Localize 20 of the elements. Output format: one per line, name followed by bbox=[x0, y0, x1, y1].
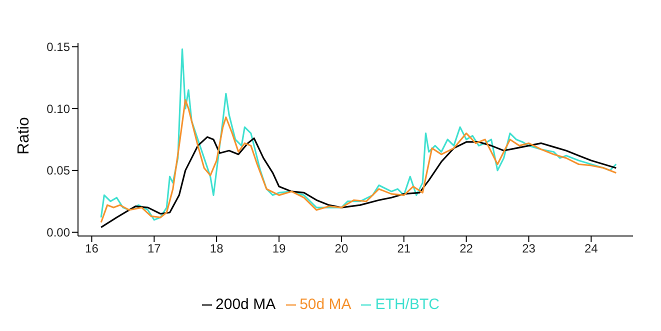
x-tick-label: 22 bbox=[460, 242, 474, 256]
legend-label: ETH/BTC bbox=[375, 296, 440, 313]
x-tick-label: 17 bbox=[147, 242, 162, 256]
y-tick-label: 0.10 bbox=[46, 102, 70, 116]
y-tick-label: 0.15 bbox=[46, 40, 70, 54]
y-tick-label: 0.05 bbox=[46, 164, 70, 178]
y-axis-title: Ratio bbox=[16, 117, 33, 154]
legend-label: 50d MA bbox=[300, 296, 352, 313]
x-tick-label: 23 bbox=[522, 242, 536, 256]
x-tick-label: 21 bbox=[397, 242, 411, 256]
x-tick-label: 19 bbox=[272, 242, 286, 256]
legend-label: 200d MA bbox=[216, 296, 276, 313]
line-series bbox=[100, 48, 617, 221]
x-tick-label: 24 bbox=[584, 242, 598, 256]
line-series bbox=[100, 99, 617, 224]
x-tick-label: 20 bbox=[334, 242, 348, 256]
x-tick-label: 16 bbox=[85, 242, 99, 256]
x-tick-label: 18 bbox=[210, 242, 224, 256]
y-tick-label: 0.00 bbox=[46, 226, 70, 240]
line-series bbox=[100, 136, 617, 228]
